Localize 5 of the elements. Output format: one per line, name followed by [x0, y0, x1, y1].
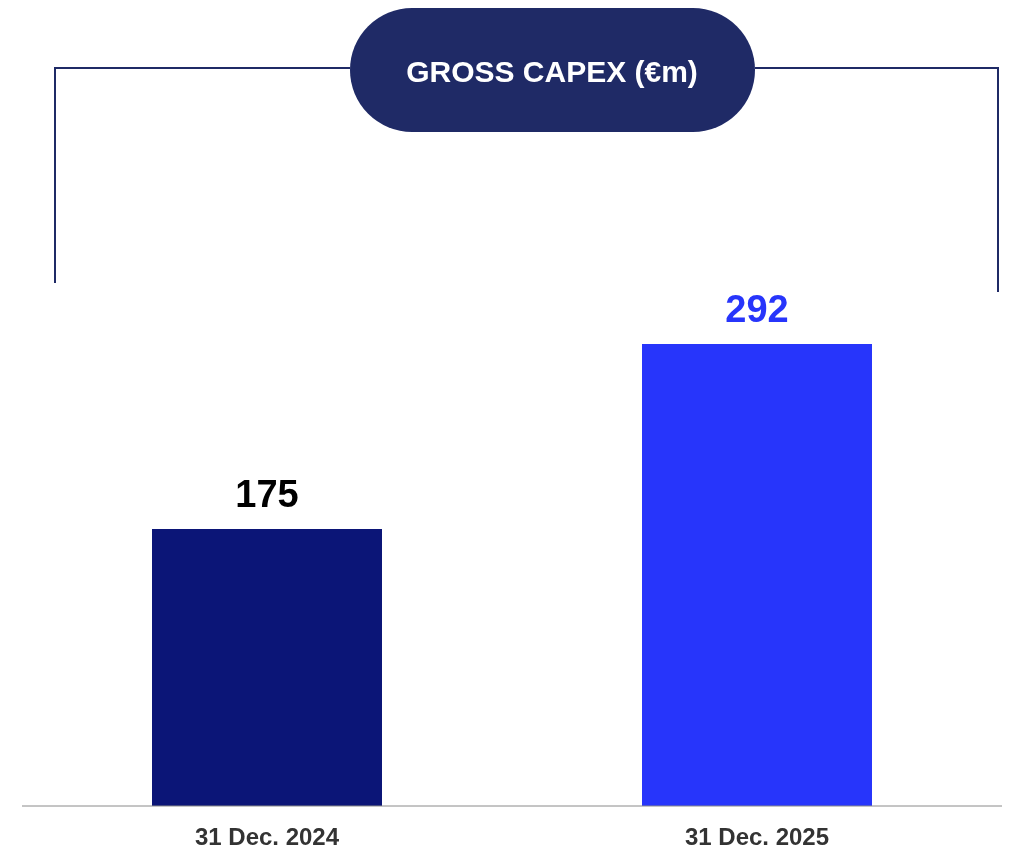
- data-label: 175: [235, 473, 299, 516]
- x-tick-label: 31 Dec. 2024: [194, 823, 340, 851]
- x-tick-label: 31 Dec. 2025: [684, 823, 830, 851]
- chart-title: GROSS CAPEX (€m): [406, 55, 698, 88]
- data-label: 292: [725, 288, 789, 330]
